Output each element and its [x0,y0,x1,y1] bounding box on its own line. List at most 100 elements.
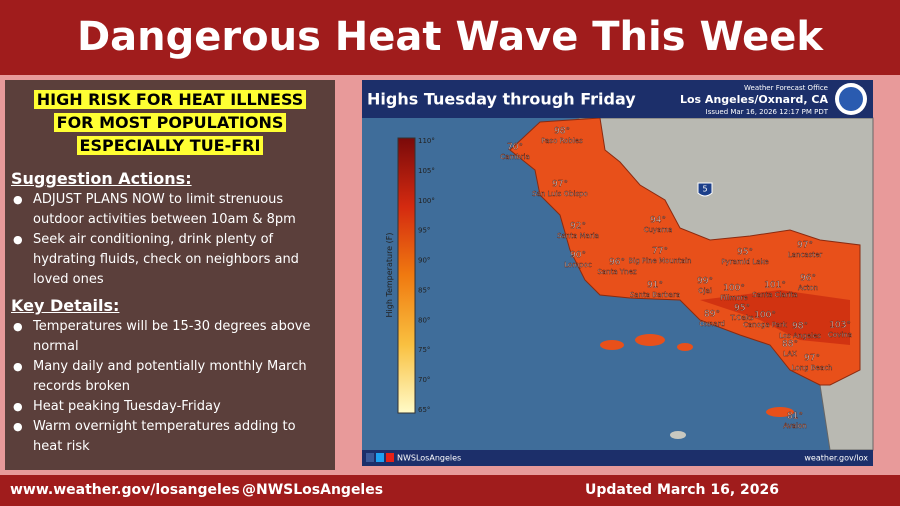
list-item: ADJUST PLANS NOW to limit strenuous outd… [13,190,327,230]
city-temp: 99° [697,277,713,287]
city-name: Santa Maria [557,232,599,240]
city-temp: 89° [704,310,720,320]
legend-label: High Temperature (F) [385,233,394,318]
city-name: Covina [828,331,852,339]
city-name: Paso Robles [541,137,583,145]
list: Temperatures will be 15-30 degrees above… [5,317,335,457]
footer: www.weather.gov/losangeles @NWSLosAngele… [0,475,900,506]
city-temp: 70° [507,143,523,153]
island [677,343,693,351]
city-temp: 100° [723,284,745,294]
city-temp: 92° [570,222,586,232]
city-name: T.Oaks [729,314,754,322]
city-temp: 97° [804,354,820,364]
city-name: Cuyama [644,226,673,234]
city-temp: 98° [792,322,808,332]
city-name: Long Beach [792,364,833,372]
city-temp: 98° [554,127,570,137]
city-temp: 96° [800,274,816,284]
map-footer [362,450,873,466]
city-name: Acton [798,284,818,292]
list-item: Heat peaking Tuesday-Friday [13,397,327,417]
alert-line: FOR MOST POPULATIONS [53,113,287,132]
island [635,334,665,346]
map-website: weather.gov/lox [804,454,868,463]
city-temp: 94° [650,216,666,226]
location: Los Angeles/Oxnard, CA [680,93,828,106]
city-temp: 81° [787,412,803,422]
city-temp: 91° [647,281,663,291]
city-temp: 97° [797,241,813,251]
social-icon [386,453,394,462]
legend-tick: 90° [418,257,430,265]
legend-tick: 110° [418,137,435,145]
map-title: Highs Tuesday through Friday [367,90,636,109]
list-item: Warm overnight temperatures adding to he… [13,417,327,457]
city-name: Pyramid Lake [721,258,768,266]
city-name: Santa Barbara [630,291,680,299]
city-name: San Luis Obispo [532,190,588,198]
legend-tick: 75° [418,346,430,354]
heat-core [700,290,850,345]
info-panel: HIGH RISK FOR HEAT ILLNESS FOR MOST POPU… [5,80,335,470]
city-name: Ojai [698,287,712,295]
issued: Issued Mar 16, 2026 12:17 PM PDT [706,108,829,116]
city-temp: 97° [552,180,568,190]
island [766,407,794,417]
city-name: Los Angeles [779,332,821,340]
island [600,340,624,350]
city-name: Santa Ynez [597,268,636,276]
city-temp: 95° [737,248,753,258]
social-icon [376,453,384,462]
alert-line: HIGH RISK FOR HEAT ILLNESS [33,90,307,109]
city-temp: 88° [782,340,798,350]
city-temp: 96° [609,258,625,268]
city-name: LAX [783,350,797,358]
legend-tick: 65° [418,406,430,414]
island [670,431,686,439]
legend-tick: 80° [418,316,430,324]
legend-tick: 105° [418,167,435,175]
city-name: Fillmore [720,294,747,302]
city-temp: 101° [764,281,786,291]
highway-number: 5 [702,185,707,194]
section-heading: Key Details: [11,296,120,315]
colorbar [397,137,416,414]
city-temp: 77° [652,247,668,257]
city-temp: 90° [570,251,586,261]
legend-tick: 100° [418,197,435,205]
city-temp: 103° [829,321,851,331]
map-header [362,80,873,118]
city-name: Big Pine Mountain [628,257,691,265]
list-item: Seek air conditioning, drink plenty of h… [13,230,327,290]
section-heading: Suggestion Actions: [11,169,192,188]
highway-shield [697,182,713,197]
city-temp: 95° [734,304,750,314]
city-name: Oxnard [699,320,725,328]
city-name: Santa Clarita [752,291,797,299]
title: Dangerous Heat Wave This Week [0,0,900,75]
list-item: Temperatures will be 15-30 degrees above… [13,317,327,357]
logo [839,87,863,111]
legend-tick: 95° [418,227,430,235]
list: ADJUST PLANS NOW to limit strenuous outd… [5,190,335,290]
city-temp: 100° [754,311,776,321]
alert-line: ESPECIALLY TUE-FRI [76,136,264,155]
city-name: Avalon [783,422,806,430]
office: Weather Forecast Office [744,84,828,92]
footer-updated: Updated March 16, 2026 [585,482,780,498]
city-name: Cambria [500,153,530,161]
legend-tick: 85° [418,286,430,294]
social-handle: NWSLosAngeles [397,454,461,463]
labels: 110°105°100°95°90°85°80°75°70°65°98°Paso… [418,126,852,430]
city-name: Lompoc [564,261,592,269]
city-name: Canoga Park [743,321,788,329]
footer-website: www.weather.gov/losangeles [10,482,240,498]
list-item: Many daily and potentially monthly March… [13,357,327,397]
city-name: Lancaster [788,251,822,259]
footer-handle: @NWSLosAngeles [242,482,384,498]
legend-tick: 70° [418,376,430,384]
social-icon [366,453,374,462]
